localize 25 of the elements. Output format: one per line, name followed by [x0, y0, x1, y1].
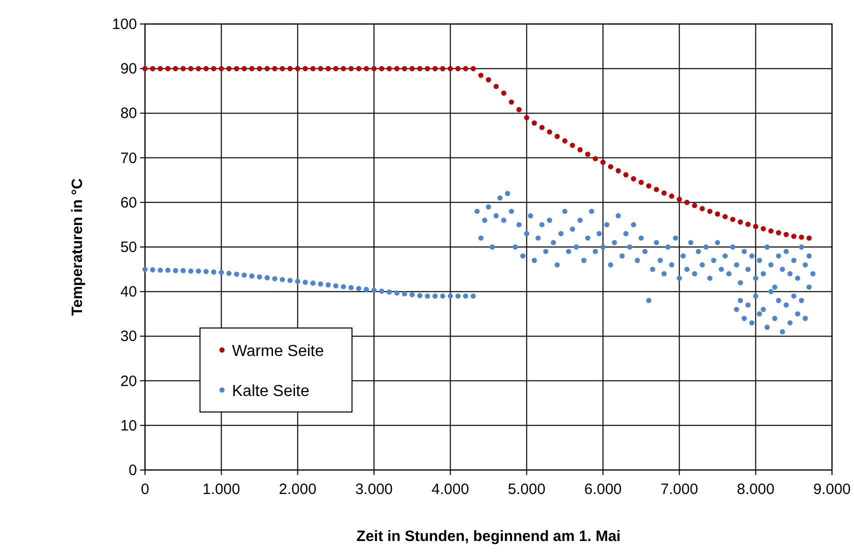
y-tick-label: 20	[120, 372, 137, 390]
x-axis-title: Zeit in Stunden, beginnend am 1. Mai	[356, 528, 621, 545]
y-tick-label: 50	[120, 239, 137, 256]
x-tick-label: 5.000	[508, 481, 546, 498]
x-tick-label: 4.000	[432, 481, 470, 498]
x-tick-label: 9.000	[813, 481, 851, 498]
legend-label: Warme Seite	[232, 343, 324, 360]
y-tick-label: 70	[120, 150, 137, 167]
y-tick-label: 90	[120, 60, 137, 78]
x-tick-label: 1.000	[202, 481, 240, 498]
y-tick-label: 60	[120, 194, 137, 212]
y-tick-label: 10	[120, 417, 137, 434]
y-tick-label: 0	[128, 462, 137, 479]
legend-label: Kalte Seite	[232, 383, 310, 400]
y-tick-label: 80	[120, 105, 137, 122]
y-tick-label: 100	[112, 16, 137, 33]
x-tick-label: 3.000	[355, 481, 393, 498]
y-tick-label: 40	[120, 284, 137, 301]
x-tick-label: 7.000	[660, 481, 698, 498]
x-tick-label: 0	[140, 481, 150, 498]
x-tick-label: 2.000	[278, 481, 316, 498]
y-tick-label: 30	[120, 328, 137, 346]
x-tick-label: 6.000	[584, 481, 622, 498]
y-axis-title: Temperaturen in °C	[69, 178, 86, 316]
x-tick-label: 8.000	[736, 481, 774, 498]
